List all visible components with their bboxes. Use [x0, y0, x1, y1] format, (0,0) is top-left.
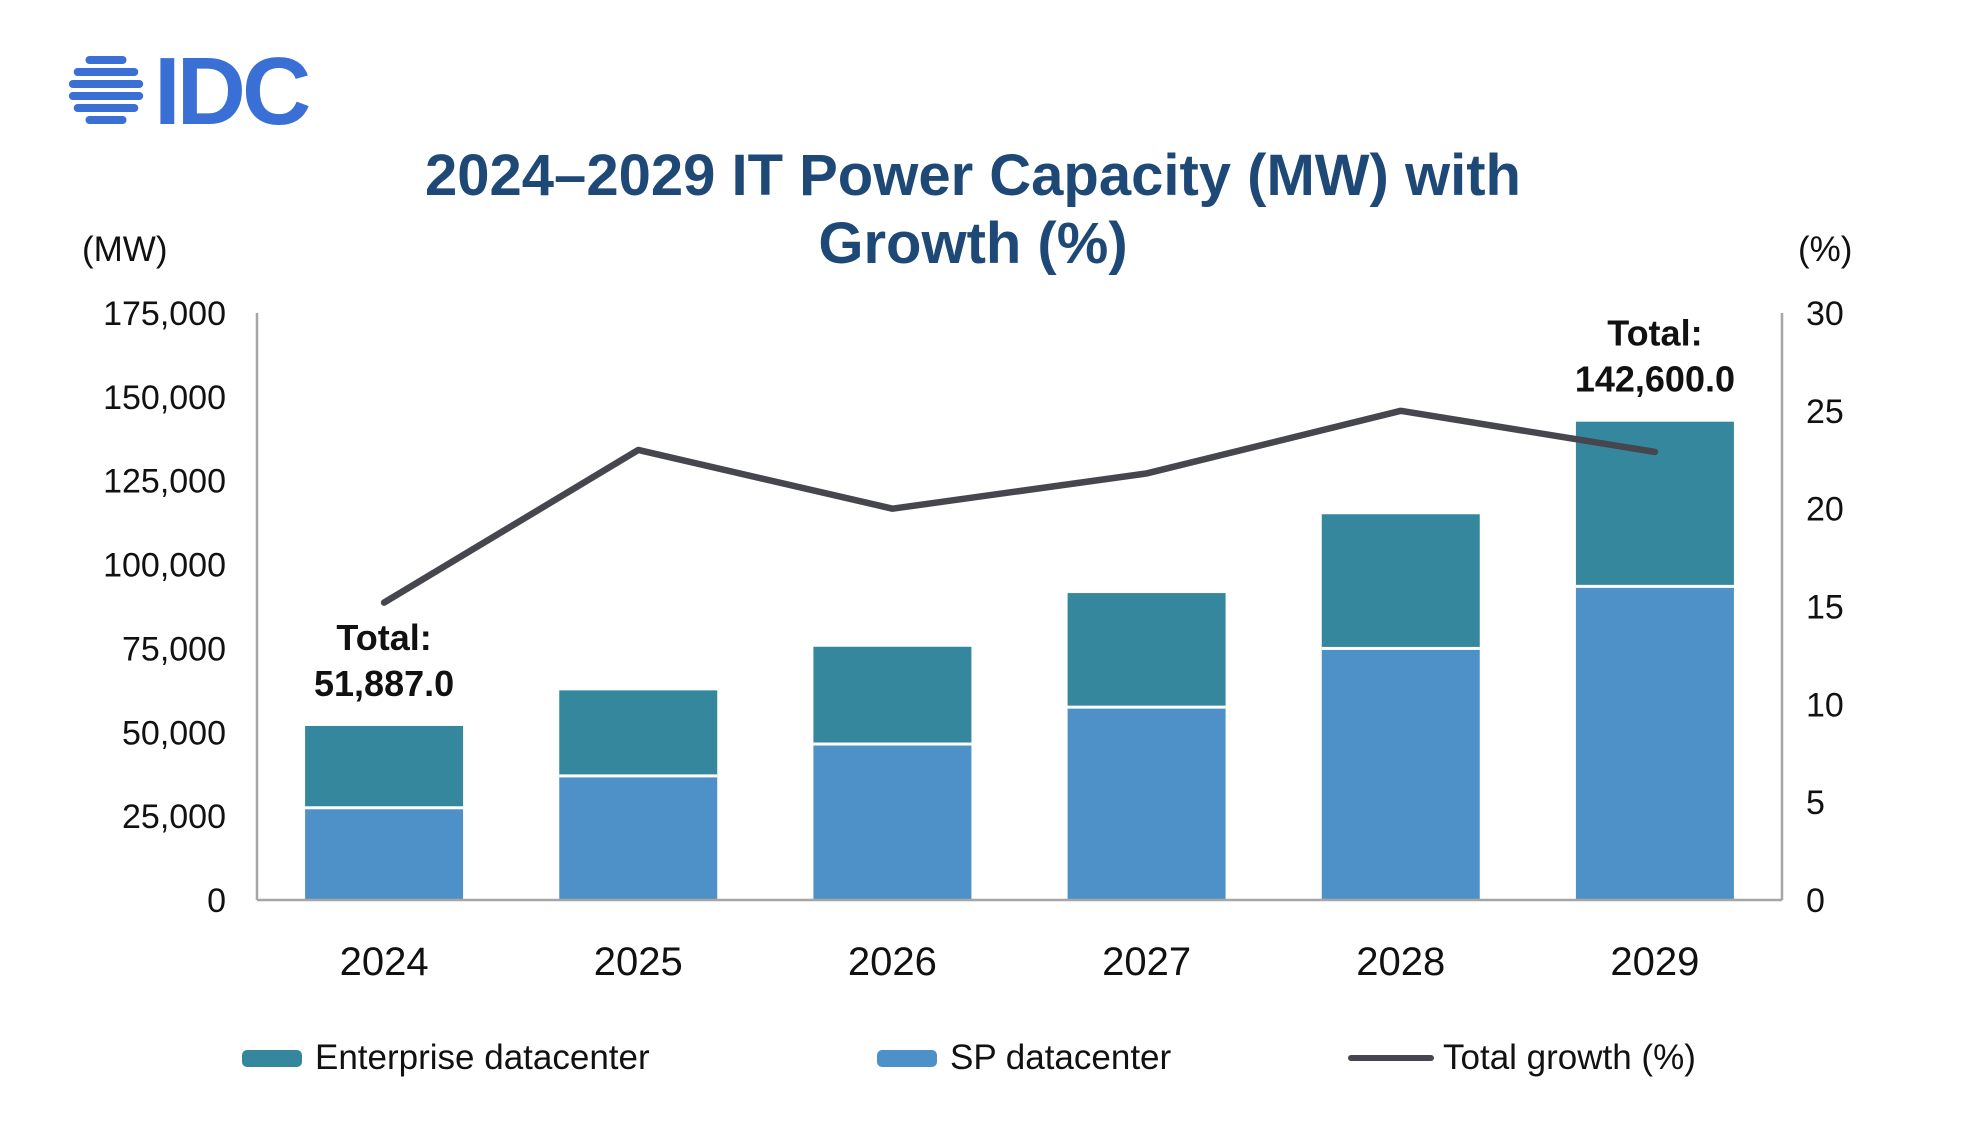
total-annotation-value-2024: 51,887.0: [314, 663, 454, 704]
right-tick-label: 10: [1806, 686, 1844, 724]
left-tick-label: 0: [207, 882, 226, 920]
bar-separator-2029: [1575, 584, 1734, 588]
x-axis-label-2027: 2027: [1102, 940, 1191, 984]
bar-sp-2028: [1321, 648, 1480, 900]
right-tick-label: 30: [1806, 295, 1844, 333]
x-axis-label-2024: 2024: [340, 940, 429, 984]
x-axis-label-2026: 2026: [848, 940, 937, 984]
bar-sp-2027: [1067, 707, 1226, 900]
idc-logo-text: IDC: [154, 38, 311, 145]
left-tick-label: 50,000: [122, 714, 226, 752]
chart-title-line2: Growth (%): [818, 210, 1128, 276]
total-annotation-value-2029: 142,600.0: [1575, 359, 1735, 400]
bar-sp-2024: [305, 807, 464, 900]
x-axis-label-2029: 2029: [1610, 940, 1699, 984]
bar-separator-2028: [1321, 646, 1480, 650]
chart-title-line1: 2024–2029 IT Power Capacity (MW) with: [425, 143, 1521, 208]
legend-label-sp: SP datacenter: [950, 1038, 1172, 1077]
bar-separator-2027: [1067, 705, 1226, 709]
right-tick-label: 15: [1806, 589, 1844, 627]
total-annotation-label-2029: Total:: [1607, 313, 1702, 354]
sp-datacenter-swatch: [877, 1049, 937, 1067]
left-tick-label: 125,000: [103, 463, 226, 501]
bar-sp-2029: [1575, 586, 1734, 900]
bar-enterprise-2025: [559, 690, 718, 776]
left-axis-unit: (MW): [82, 230, 168, 269]
right-axis-unit: (%): [1798, 230, 1853, 269]
left-tick-label: 25,000: [122, 798, 226, 836]
bar-separator-2025: [559, 774, 718, 778]
bar-enterprise-2029: [1575, 421, 1734, 587]
bar-enterprise-2026: [813, 646, 972, 745]
bar-sp-2025: [559, 775, 718, 900]
bar-enterprise-2024: [305, 725, 464, 808]
legend: Enterprise datacenter SP datacenter Tota…: [0, 1030, 1966, 1086]
enterprise-datacenter-swatch: [242, 1049, 302, 1067]
bar-sp-2026: [813, 744, 972, 900]
bar-separator-2024: [305, 806, 464, 810]
legend-label-growth: Total growth (%): [1443, 1038, 1696, 1077]
legend-item-enterprise: Enterprise datacenter: [242, 1030, 650, 1086]
x-axis-label-2025: 2025: [594, 940, 683, 984]
right-tick-label: 25: [1806, 393, 1844, 431]
left-tick-label: 150,000: [103, 379, 226, 417]
right-tick-label: 20: [1806, 491, 1844, 529]
left-tick-label: 75,000: [122, 630, 226, 668]
bar-enterprise-2028: [1321, 514, 1480, 649]
growth-line: [380, 407, 1659, 606]
legend-item-growth: Total growth (%): [1348, 1030, 1696, 1086]
growth-line-swatch: [1348, 1055, 1434, 1061]
idc-globe-icon: [68, 56, 144, 124]
left-tick-label: 175,000: [103, 295, 226, 333]
legend-item-sp: SP datacenter: [877, 1030, 1171, 1086]
total-annotation-label-2024: Total:: [336, 617, 431, 658]
right-tick-label: 0: [1806, 882, 1825, 920]
bar-separator-2026: [813, 742, 972, 746]
left-tick-label: 100,000: [103, 547, 226, 585]
legend-label-enterprise: Enterprise datacenter: [315, 1038, 650, 1077]
bar-enterprise-2027: [1067, 593, 1226, 708]
globe-stripes: [68, 56, 144, 124]
x-axis-label-2028: 2028: [1356, 940, 1445, 984]
chart-title: 2024–2029 IT Power Capacity (MW) with Gr…: [283, 142, 1663, 278]
right-tick-label: 5: [1806, 784, 1825, 822]
idc-logo: IDC: [66, 38, 311, 145]
